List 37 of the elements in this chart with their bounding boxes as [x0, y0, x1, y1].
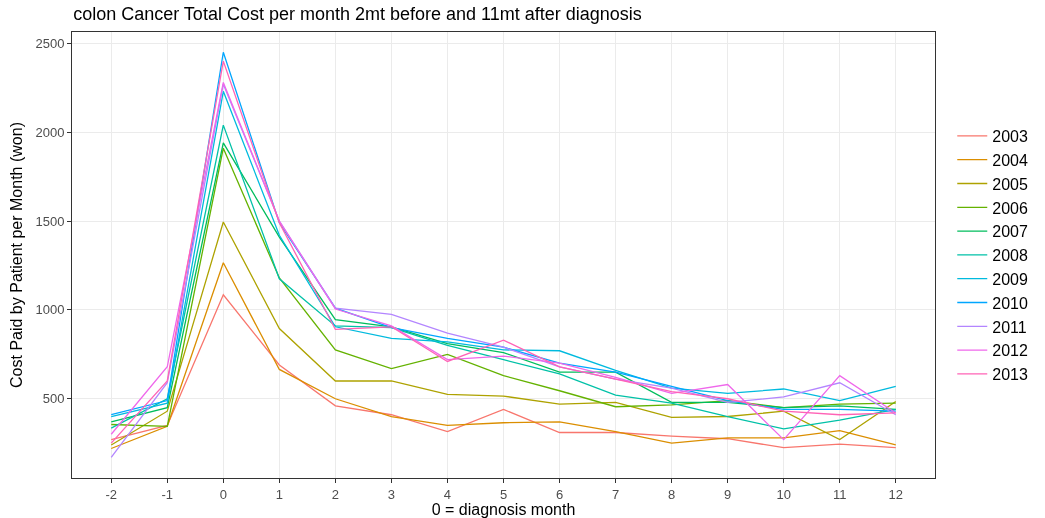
y-axis-title: Cost Paid by Patient per Month (won)	[8, 122, 26, 388]
x-axis-title: 0 = diagnosis month	[431, 501, 576, 518]
line-series	[110, 262, 897, 450]
legend-label: 2011	[992, 318, 1027, 336]
x-tick-label: 3	[387, 486, 396, 502]
legend-label: 2007	[992, 223, 1028, 241]
x-tick-label: 2	[331, 486, 339, 502]
x-tick-label: 5	[499, 486, 508, 502]
legend-label: 2008	[992, 247, 1028, 265]
legend-label: 2010	[992, 294, 1028, 312]
y-tick-label: 2000	[35, 124, 65, 140]
legend-label: 2013	[992, 366, 1028, 384]
x-tick-label: 6	[555, 486, 564, 502]
x-tick-label: 12	[888, 486, 903, 502]
x-tick-label: 10	[776, 486, 791, 502]
x-tick-label: 7	[611, 486, 620, 502]
x-tick-label: 0	[219, 486, 227, 502]
y-tick-label: 1500	[35, 213, 65, 229]
legend-label: 2006	[992, 199, 1028, 217]
y-tick-label: 1000	[35, 302, 65, 318]
x-tick-label: 8	[668, 486, 676, 502]
x-tick-label: -1	[161, 486, 174, 502]
line-series	[110, 294, 897, 449]
line-series	[110, 221, 897, 446]
y-tick-label: 500	[42, 391, 65, 407]
legend-label: 2009	[992, 270, 1028, 288]
legend-label: 2005	[992, 175, 1028, 193]
x-tick-label: 9	[724, 486, 732, 502]
y-tick-label: 2500	[35, 35, 65, 51]
legend-label: 2004	[992, 151, 1028, 169]
chart-title: colon Cancer Total Cost per month 2mt before and 11mt after diagnosis	[73, 4, 642, 25]
x-tick-label: 4	[443, 486, 452, 502]
legend-label: 2003	[992, 128, 1028, 146]
x-tick-label: 11	[832, 486, 847, 502]
x-tick-label: 1	[275, 486, 283, 502]
x-tick-label: -2	[105, 486, 118, 502]
legend-label: 2012	[992, 342, 1028, 360]
